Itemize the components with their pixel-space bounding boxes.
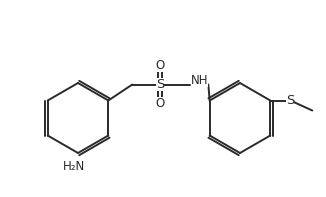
Text: S: S bbox=[156, 78, 165, 91]
Text: S: S bbox=[286, 94, 294, 107]
Text: O: O bbox=[156, 97, 165, 110]
Text: H₂N: H₂N bbox=[63, 161, 85, 174]
Text: O: O bbox=[156, 59, 165, 72]
Text: NH: NH bbox=[191, 74, 208, 87]
